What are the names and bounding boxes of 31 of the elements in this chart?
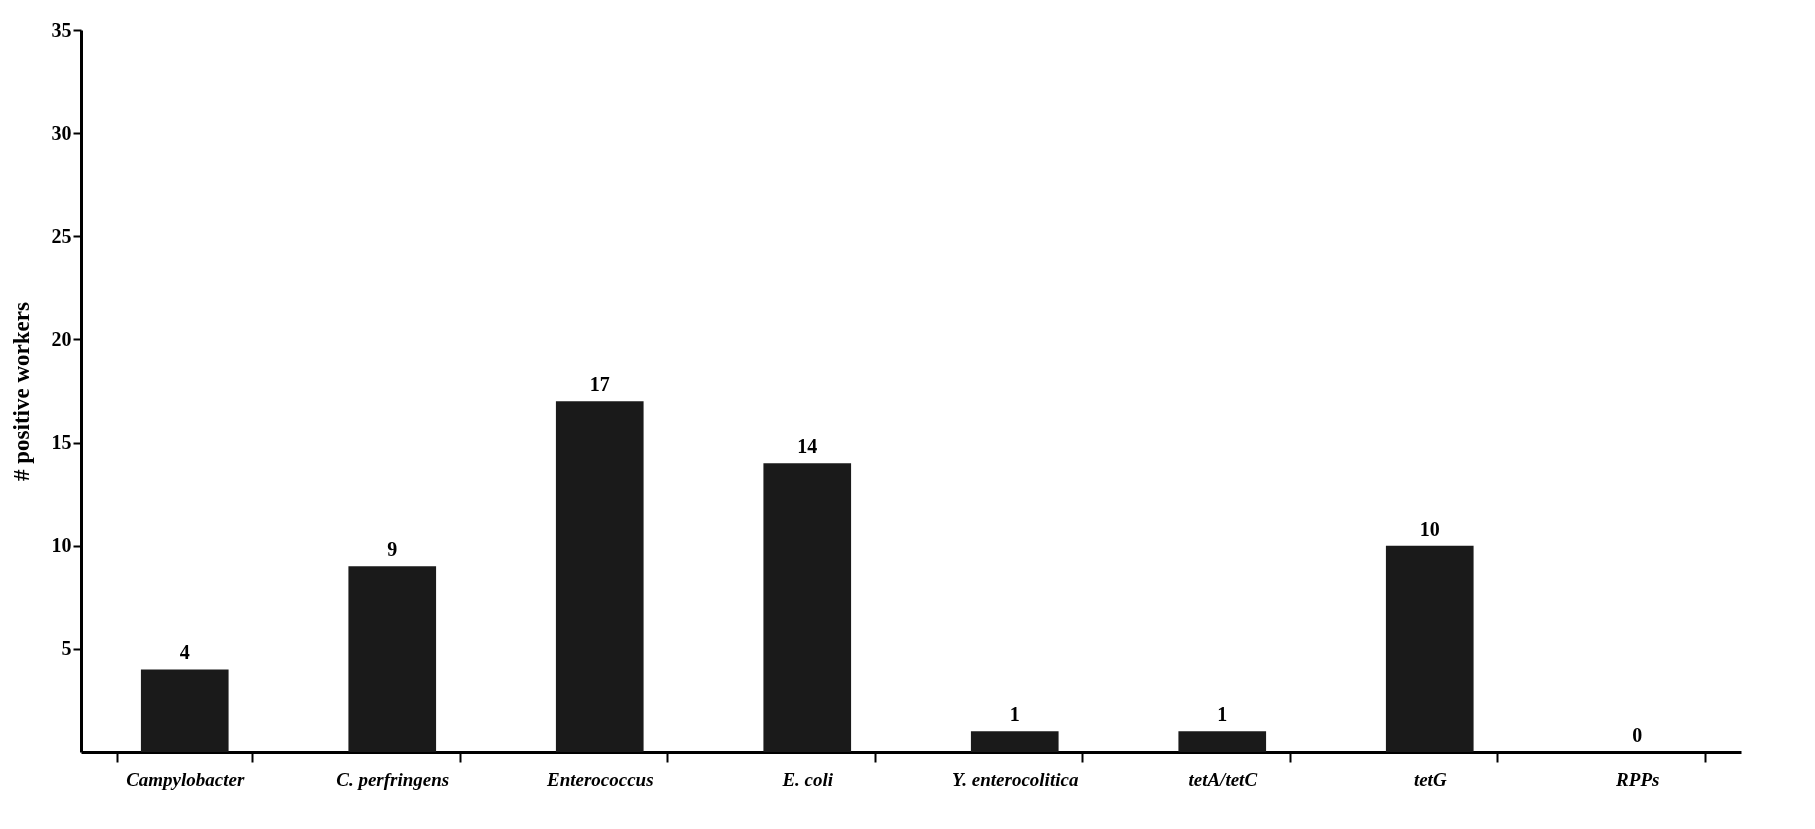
data-label: 9 [387, 538, 398, 561]
data-label: 1 [1009, 703, 1020, 726]
bar [763, 463, 852, 752]
data-label: 10 [1419, 517, 1440, 540]
data-label: 1 [1217, 703, 1228, 726]
data-label: 14 [797, 435, 818, 458]
y-tick-label: 20 [51, 327, 72, 350]
bar [1385, 545, 1474, 752]
x-tick-label: C. perfringens [336, 768, 450, 790]
bar [970, 731, 1059, 752]
x-tick-label: Enterococcus [545, 768, 654, 790]
y-tick-label: 5 [61, 637, 72, 660]
x-tick-label: tetA/tetC [1188, 768, 1258, 790]
x-tick-label: Campylobacter [126, 768, 245, 790]
x-tick-label: tetG [1413, 768, 1447, 790]
x-tick-label: RPPs [1615, 768, 1660, 790]
y-tick-label: 35 [51, 18, 72, 41]
y-tick-label: 25 [51, 224, 72, 247]
bar [140, 669, 229, 752]
x-tick-label: Y. enterocolitica [952, 768, 1079, 790]
data-label: 17 [589, 373, 610, 396]
data-label: 0 [1632, 724, 1643, 746]
x-tick-label: E. coli [781, 768, 834, 790]
bar [555, 401, 644, 752]
y-tick-label: 15 [51, 431, 72, 454]
bar [1178, 731, 1267, 752]
y-axis-title: # positive workers [8, 302, 34, 481]
y-tick-label: 10 [51, 534, 72, 557]
bar [348, 566, 437, 752]
data-label: 4 [179, 641, 190, 664]
y-tick-label: 30 [51, 121, 72, 144]
